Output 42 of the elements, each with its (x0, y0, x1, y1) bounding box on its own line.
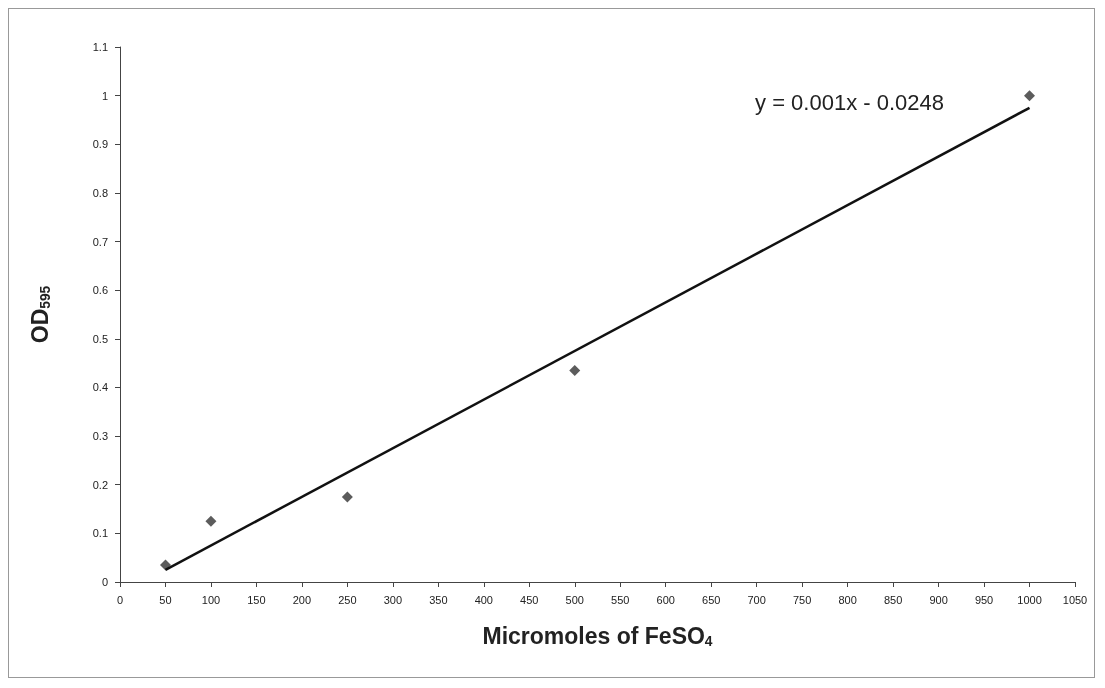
y-tick-label: 0.4 (92, 381, 108, 394)
x-tick-label: 900 (929, 593, 948, 606)
y-tick-label: 0.5 (92, 332, 108, 345)
x-tick-label: 1050 (1062, 593, 1088, 606)
x-tick-label: 50 (159, 593, 172, 606)
x-tick-label: 650 (702, 593, 721, 606)
x-axis-title: Micromoles of FeSO4 (482, 623, 713, 650)
x-tick-label: 850 (883, 593, 903, 606)
x-tick-label: 500 (565, 593, 584, 606)
x-tick-label: 800 (838, 593, 857, 606)
y-axis-title: OD595 (26, 285, 53, 344)
x-tick-label: 550 (611, 593, 630, 606)
x-tick-label: 250 (338, 593, 357, 606)
x-tick-label: 400 (474, 593, 493, 606)
y-tick-label: 0.8 (92, 186, 108, 199)
y-tick-label: 0.2 (92, 478, 108, 491)
y-tick-label: 0.9 (92, 138, 108, 151)
point (569, 364, 581, 376)
annotation: y = 0.001x - 0.0248 (755, 89, 944, 115)
x-tick-label: 1000 (1017, 593, 1042, 606)
y-tick-label: 0 (101, 576, 108, 588)
x-tick-label: 300 (383, 593, 403, 606)
y-tick-label: 0.3 (92, 430, 108, 443)
x-tick-label: 0 (116, 593, 124, 606)
x-tick-label: 350 (429, 593, 448, 606)
x-tick-label: 200 (292, 593, 312, 606)
x-tick-label: 950 (974, 593, 994, 606)
point (205, 515, 217, 527)
x-tick-label: 700 (747, 593, 766, 606)
x-tick-label: 100 (201, 593, 221, 606)
y-tick-label: 1 (101, 89, 108, 102)
y-tick-label: 0.1 (92, 527, 108, 540)
x-tick-label: 750 (792, 593, 812, 606)
x-tick-label: 450 (520, 593, 539, 606)
point (341, 491, 353, 503)
y-tick-label: 1.1 (92, 41, 108, 53)
y-tick-label: 0.7 (92, 235, 108, 248)
x-tick-label: 150 (247, 593, 266, 606)
point (159, 559, 171, 571)
x-tick-label: 600 (656, 593, 675, 606)
y-tick-label: 0.6 (92, 284, 108, 297)
point (1024, 90, 1036, 102)
